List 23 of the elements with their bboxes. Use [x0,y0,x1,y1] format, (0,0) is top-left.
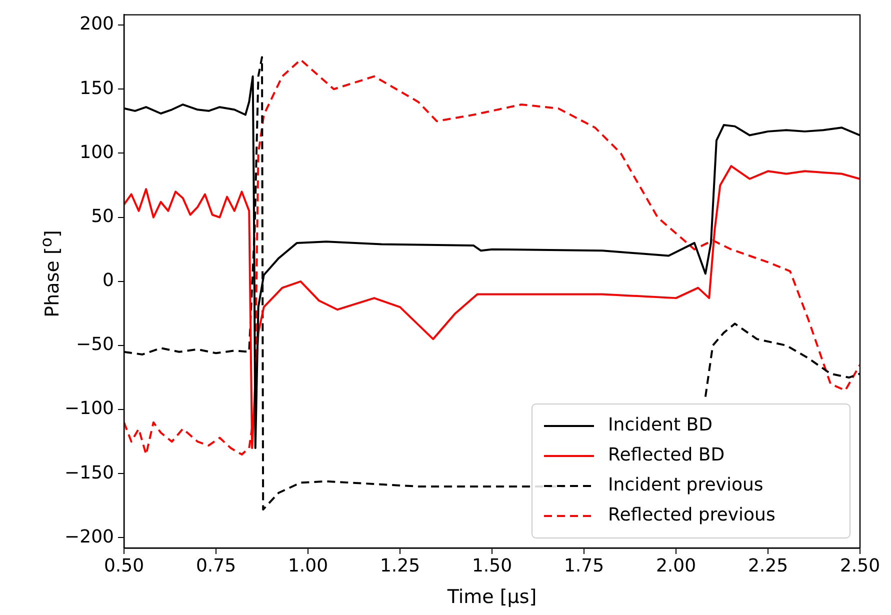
x-tick-label: 1.75 [564,555,604,576]
y-tick-label: −150 [64,462,114,484]
x-tick-label: 1.25 [380,555,420,576]
x-tick-label: 2.25 [748,555,788,576]
x-tick-label: 0.75 [196,555,236,576]
x-tick-label: 0.50 [104,555,144,576]
legend-label: Reflected previous [608,504,776,526]
legend-label: Incident previous [608,474,764,496]
x-tick-label: 2.50 [840,555,880,576]
x-tick-label: 1.50 [472,555,512,576]
x-axis-title: Time [μs] [446,586,538,608]
legend-label: Incident BD [608,414,713,436]
y-tick-label: 100 [80,142,114,163]
y-tick-label: 0 [102,270,114,292]
legend-label: Reflected BD [608,444,725,466]
y-tick-label: 50 [91,206,114,227]
x-tick-label: 2.00 [656,555,696,576]
x-tick-label: 1.00 [288,555,328,576]
y-tick-label: −200 [64,526,114,548]
y-tick-label: 150 [80,78,114,99]
y-tick-label: −50 [76,334,114,356]
y-tick-label: −100 [64,398,114,420]
y-tick-label: 200 [80,14,114,35]
